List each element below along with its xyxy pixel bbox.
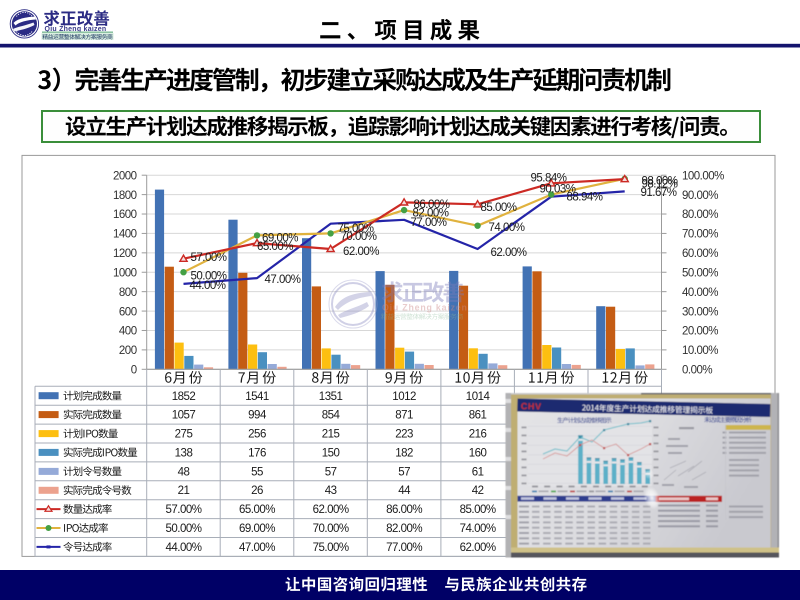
svg-text:215: 215 bbox=[322, 429, 340, 441]
svg-text:82.00%: 82.00% bbox=[413, 208, 449, 220]
svg-text:65.00%: 65.00% bbox=[257, 241, 293, 253]
svg-text:1800: 1800 bbox=[113, 190, 137, 202]
svg-text:1351: 1351 bbox=[319, 391, 343, 403]
svg-text:43: 43 bbox=[325, 485, 337, 497]
svg-text:40.00%: 40.00% bbox=[682, 287, 718, 299]
svg-text:50.00%: 50.00% bbox=[165, 523, 201, 535]
svg-text:200: 200 bbox=[119, 345, 137, 357]
svg-text:62.00%: 62.00% bbox=[313, 504, 349, 516]
svg-text:150: 150 bbox=[322, 447, 340, 459]
svg-text:47.00%: 47.00% bbox=[265, 274, 301, 286]
svg-text:1014: 1014 bbox=[466, 391, 491, 403]
svg-text:80.00%: 80.00% bbox=[682, 209, 718, 221]
svg-text:861: 861 bbox=[469, 410, 487, 422]
svg-text:1600: 1600 bbox=[113, 209, 137, 221]
svg-text:10.00%: 10.00% bbox=[682, 345, 718, 357]
svg-text:44.00%: 44.00% bbox=[190, 280, 226, 292]
svg-text:70.00%: 70.00% bbox=[313, 523, 349, 535]
svg-text:256: 256 bbox=[248, 429, 266, 441]
svg-text:400: 400 bbox=[119, 326, 137, 338]
svg-text:50.00%: 50.00% bbox=[191, 271, 227, 283]
svg-text:85.00%: 85.00% bbox=[481, 202, 517, 214]
svg-text:65.00%: 65.00% bbox=[239, 504, 275, 516]
svg-text:86.00%: 86.00% bbox=[414, 199, 450, 211]
svg-text:Qiu Zheng kaizen: Qiu Zheng kaizen bbox=[382, 303, 468, 313]
svg-text:223: 223 bbox=[395, 429, 413, 441]
svg-text:60.00%: 60.00% bbox=[682, 248, 718, 260]
svg-text:871: 871 bbox=[395, 410, 413, 422]
svg-text:30.00%: 30.00% bbox=[682, 306, 718, 318]
svg-text:77.00%: 77.00% bbox=[386, 542, 422, 554]
svg-text:182: 182 bbox=[395, 447, 413, 459]
svg-text:62.00%: 62.00% bbox=[343, 246, 379, 258]
svg-text:57.00%: 57.00% bbox=[165, 504, 201, 516]
svg-text:1000: 1000 bbox=[113, 267, 137, 279]
svg-text:216: 216 bbox=[469, 429, 487, 441]
svg-text:21: 21 bbox=[178, 485, 190, 497]
svg-text:98.00%: 98.00% bbox=[642, 176, 678, 188]
svg-text:70.00%: 70.00% bbox=[682, 229, 718, 241]
svg-text:85.00%: 85.00% bbox=[460, 504, 496, 516]
svg-text:55: 55 bbox=[251, 466, 263, 478]
svg-text:Qiu Zheng kaizen: Qiu Zheng kaizen bbox=[45, 26, 107, 33]
svg-text:994: 994 bbox=[248, 410, 267, 422]
svg-text:1057: 1057 bbox=[172, 410, 196, 422]
svg-text:275: 275 bbox=[175, 429, 193, 441]
svg-text:86.00%: 86.00% bbox=[386, 504, 422, 516]
svg-text:57: 57 bbox=[398, 466, 410, 478]
svg-text:138: 138 bbox=[175, 447, 193, 459]
svg-text:44: 44 bbox=[398, 485, 411, 497]
svg-text:62.00%: 62.00% bbox=[491, 247, 527, 259]
svg-text:48: 48 bbox=[178, 466, 190, 478]
svg-text:82.00%: 82.00% bbox=[386, 523, 422, 535]
svg-text:70.00%: 70.00% bbox=[341, 231, 377, 243]
svg-text:20.00%: 20.00% bbox=[682, 326, 718, 338]
svg-text:57: 57 bbox=[325, 466, 337, 478]
svg-text:57.00%: 57.00% bbox=[191, 252, 227, 264]
svg-text:98.12%: 98.12% bbox=[642, 179, 678, 191]
svg-text:74.00%: 74.00% bbox=[460, 523, 496, 535]
svg-text:61: 61 bbox=[472, 466, 484, 478]
svg-text:1012: 1012 bbox=[392, 391, 416, 403]
svg-text:854: 854 bbox=[322, 410, 341, 422]
svg-text:95.84%: 95.84% bbox=[531, 173, 567, 185]
svg-text:0.00%: 0.00% bbox=[682, 365, 712, 377]
svg-text:CHV: CHV bbox=[521, 401, 542, 411]
svg-text:75.00%: 75.00% bbox=[313, 542, 349, 554]
svg-text:100.00%: 100.00% bbox=[682, 170, 724, 182]
svg-text:50.00%: 50.00% bbox=[682, 267, 718, 279]
svg-text:600: 600 bbox=[119, 306, 137, 318]
svg-text:62.00%: 62.00% bbox=[460, 542, 496, 554]
svg-text:42: 42 bbox=[472, 485, 484, 497]
svg-text:47.00%: 47.00% bbox=[239, 542, 275, 554]
svg-text:1852: 1852 bbox=[172, 391, 196, 403]
svg-text:176: 176 bbox=[248, 447, 266, 459]
svg-text:1200: 1200 bbox=[113, 248, 137, 260]
svg-text:74.00%: 74.00% bbox=[489, 222, 525, 234]
svg-text:160: 160 bbox=[469, 447, 487, 459]
svg-text:91.67%: 91.67% bbox=[641, 187, 677, 199]
svg-text:88.94%: 88.94% bbox=[567, 192, 603, 204]
svg-text:77.00%: 77.00% bbox=[411, 217, 447, 229]
svg-text:44.00%: 44.00% bbox=[165, 542, 201, 554]
svg-text:0: 0 bbox=[131, 365, 137, 377]
svg-text:800: 800 bbox=[119, 287, 137, 299]
svg-text:1541: 1541 bbox=[245, 391, 269, 403]
svg-text:90.03%: 90.03% bbox=[540, 184, 576, 196]
svg-text:69.00%: 69.00% bbox=[262, 233, 298, 245]
svg-text:69.00%: 69.00% bbox=[239, 523, 275, 535]
svg-text:2000: 2000 bbox=[113, 170, 137, 182]
svg-text:75.00%: 75.00% bbox=[338, 223, 374, 235]
svg-text:26: 26 bbox=[251, 485, 263, 497]
svg-text:90.00%: 90.00% bbox=[682, 190, 718, 202]
svg-text:1400: 1400 bbox=[113, 229, 137, 241]
